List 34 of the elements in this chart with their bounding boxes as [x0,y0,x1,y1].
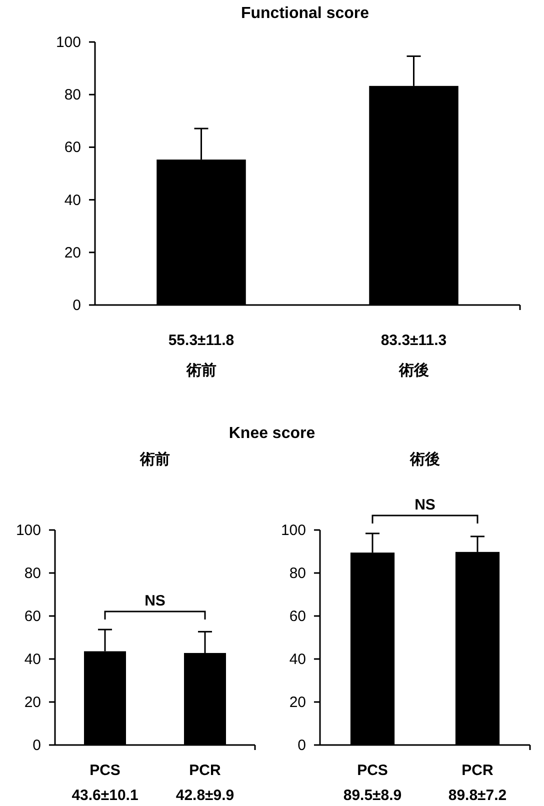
y-tick-label: 100 [16,522,41,539]
y-tick-label: 20 [64,244,81,262]
annotation: NS [144,592,166,610]
y-tick-label: 100 [56,34,81,51]
data-label: 89.5±8.9 [343,787,402,804]
y-tick-label: 80 [64,86,81,104]
x-tick-label: PCS [357,762,388,779]
y-tick-label: 20 [289,694,306,711]
y-tick-label: 40 [64,192,81,209]
y-tick-label: 40 [24,651,41,668]
chart-subtitle: 術前 [139,451,170,468]
text: NS [414,496,436,514]
data-label: 89.8±7.2 [448,787,507,804]
y-tick-label: 100 [280,522,306,539]
data-label: 83.3±11.3 [380,332,447,349]
y-tick-label: 60 [24,608,41,625]
y-tick-label: 0 [72,297,81,314]
chart-subtitle: 術後 [409,451,440,468]
x-tick-label: PCR [462,762,494,779]
data-label: 55.3±11.8 [168,332,234,349]
y-tick-label: 40 [289,651,306,668]
y-tick-label: 60 [289,608,306,625]
y-tick-label: 0 [298,737,306,754]
y-tick-label: 80 [24,565,41,582]
y-tick-label: 0 [32,737,41,754]
x-tick-label: PCR [189,762,221,779]
y-tick-label: 20 [24,694,41,711]
y-tick-label: 60 [64,139,81,156]
x-tick-label: PCS [90,762,120,779]
chart-title: Functional score [240,5,370,22]
chart-title: Knee score [228,425,316,442]
data-label: 43.6±10.1 [72,787,138,804]
y-tick-label: 80 [289,565,306,582]
data-label: 42.8±9.9 [176,787,234,804]
